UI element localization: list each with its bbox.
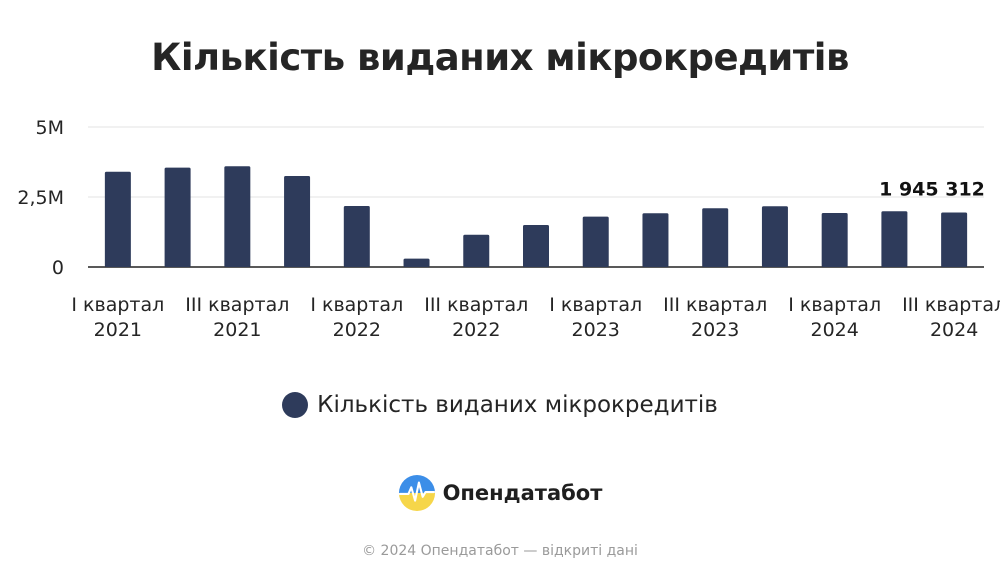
x-tick-label: I квартал 2023 [549,294,642,341]
bar [224,166,251,267]
bar [642,213,669,267]
x-tick-label-line2: 2022 [333,319,381,341]
y-axis-ticks: 0 2,5M 5M [17,117,64,279]
x-tick-label-line2: 2023 [691,319,739,341]
x-tick-label: III квартал 2023 [663,294,767,341]
x-tick-label-line2: 2024 [930,319,978,341]
bar [343,205,370,267]
x-tick-label-line2: 2021 [94,319,142,341]
x-tick-label: I квартал 2024 [788,294,881,341]
legend: Кількість виданих мікрокредитів [0,392,1000,418]
x-tick-label-line2: 2022 [452,319,500,341]
brand: Опендатабот [0,474,1000,512]
bar [941,212,968,267]
bar [104,171,131,267]
x-tick-label: I квартал 2021 [71,294,164,341]
x-axis-ticks: I квартал 2021 III квартал 2021 I квартал 202… [71,294,1000,341]
chart-title: Кількість виданих мікрокредитів [151,36,849,79]
legend-label: Кількість виданих мікрокредитів [317,392,718,418]
y-tick-label: 5M [36,117,64,139]
x-tick-label-line1: III квартал [424,294,528,316]
bar [523,225,549,267]
y-tick-label: 2,5M [17,187,64,209]
x-tick-label-line1: III квартал [185,294,289,316]
x-tick-label-line1: I квартал [549,294,642,316]
x-tick-label-line2: 2021 [213,319,261,341]
x-tick-label-line1: I квартал [71,294,164,316]
legend-marker [282,392,309,418]
bar [582,216,609,267]
bar [821,212,848,267]
bar [463,234,490,267]
x-tick-label: III квартал 2022 [424,294,528,341]
footer-copyright: © 2024 Опендатабот — відкриті дані [362,543,638,559]
x-tick-label: III квартал 2021 [185,294,289,341]
bar [403,258,430,267]
y-tick-label: 0 [52,257,64,279]
opendatabot-logo-icon [398,474,435,512]
x-tick-label-line1: I квартал [310,294,403,316]
data-labels: 1 945 312 [879,179,985,201]
bar [881,211,908,267]
x-tick-label: III квартал 2024 [902,294,1000,341]
x-tick-label-line1: I квартал [788,294,881,316]
data-label: 1 945 312 [879,179,985,201]
x-tick-label-line2: 2023 [572,319,620,341]
x-tick-label-line1: III квартал [663,294,767,316]
brand-name: Опендатабот [442,481,603,505]
bar [164,167,191,267]
x-tick-label-line1: III квартал [902,294,1000,316]
bar [761,206,788,267]
x-tick-label: I квартал 2022 [310,294,403,341]
bar [284,176,311,267]
bars [104,166,968,267]
x-tick-label-line2: 2024 [810,319,858,341]
bar [702,208,729,267]
